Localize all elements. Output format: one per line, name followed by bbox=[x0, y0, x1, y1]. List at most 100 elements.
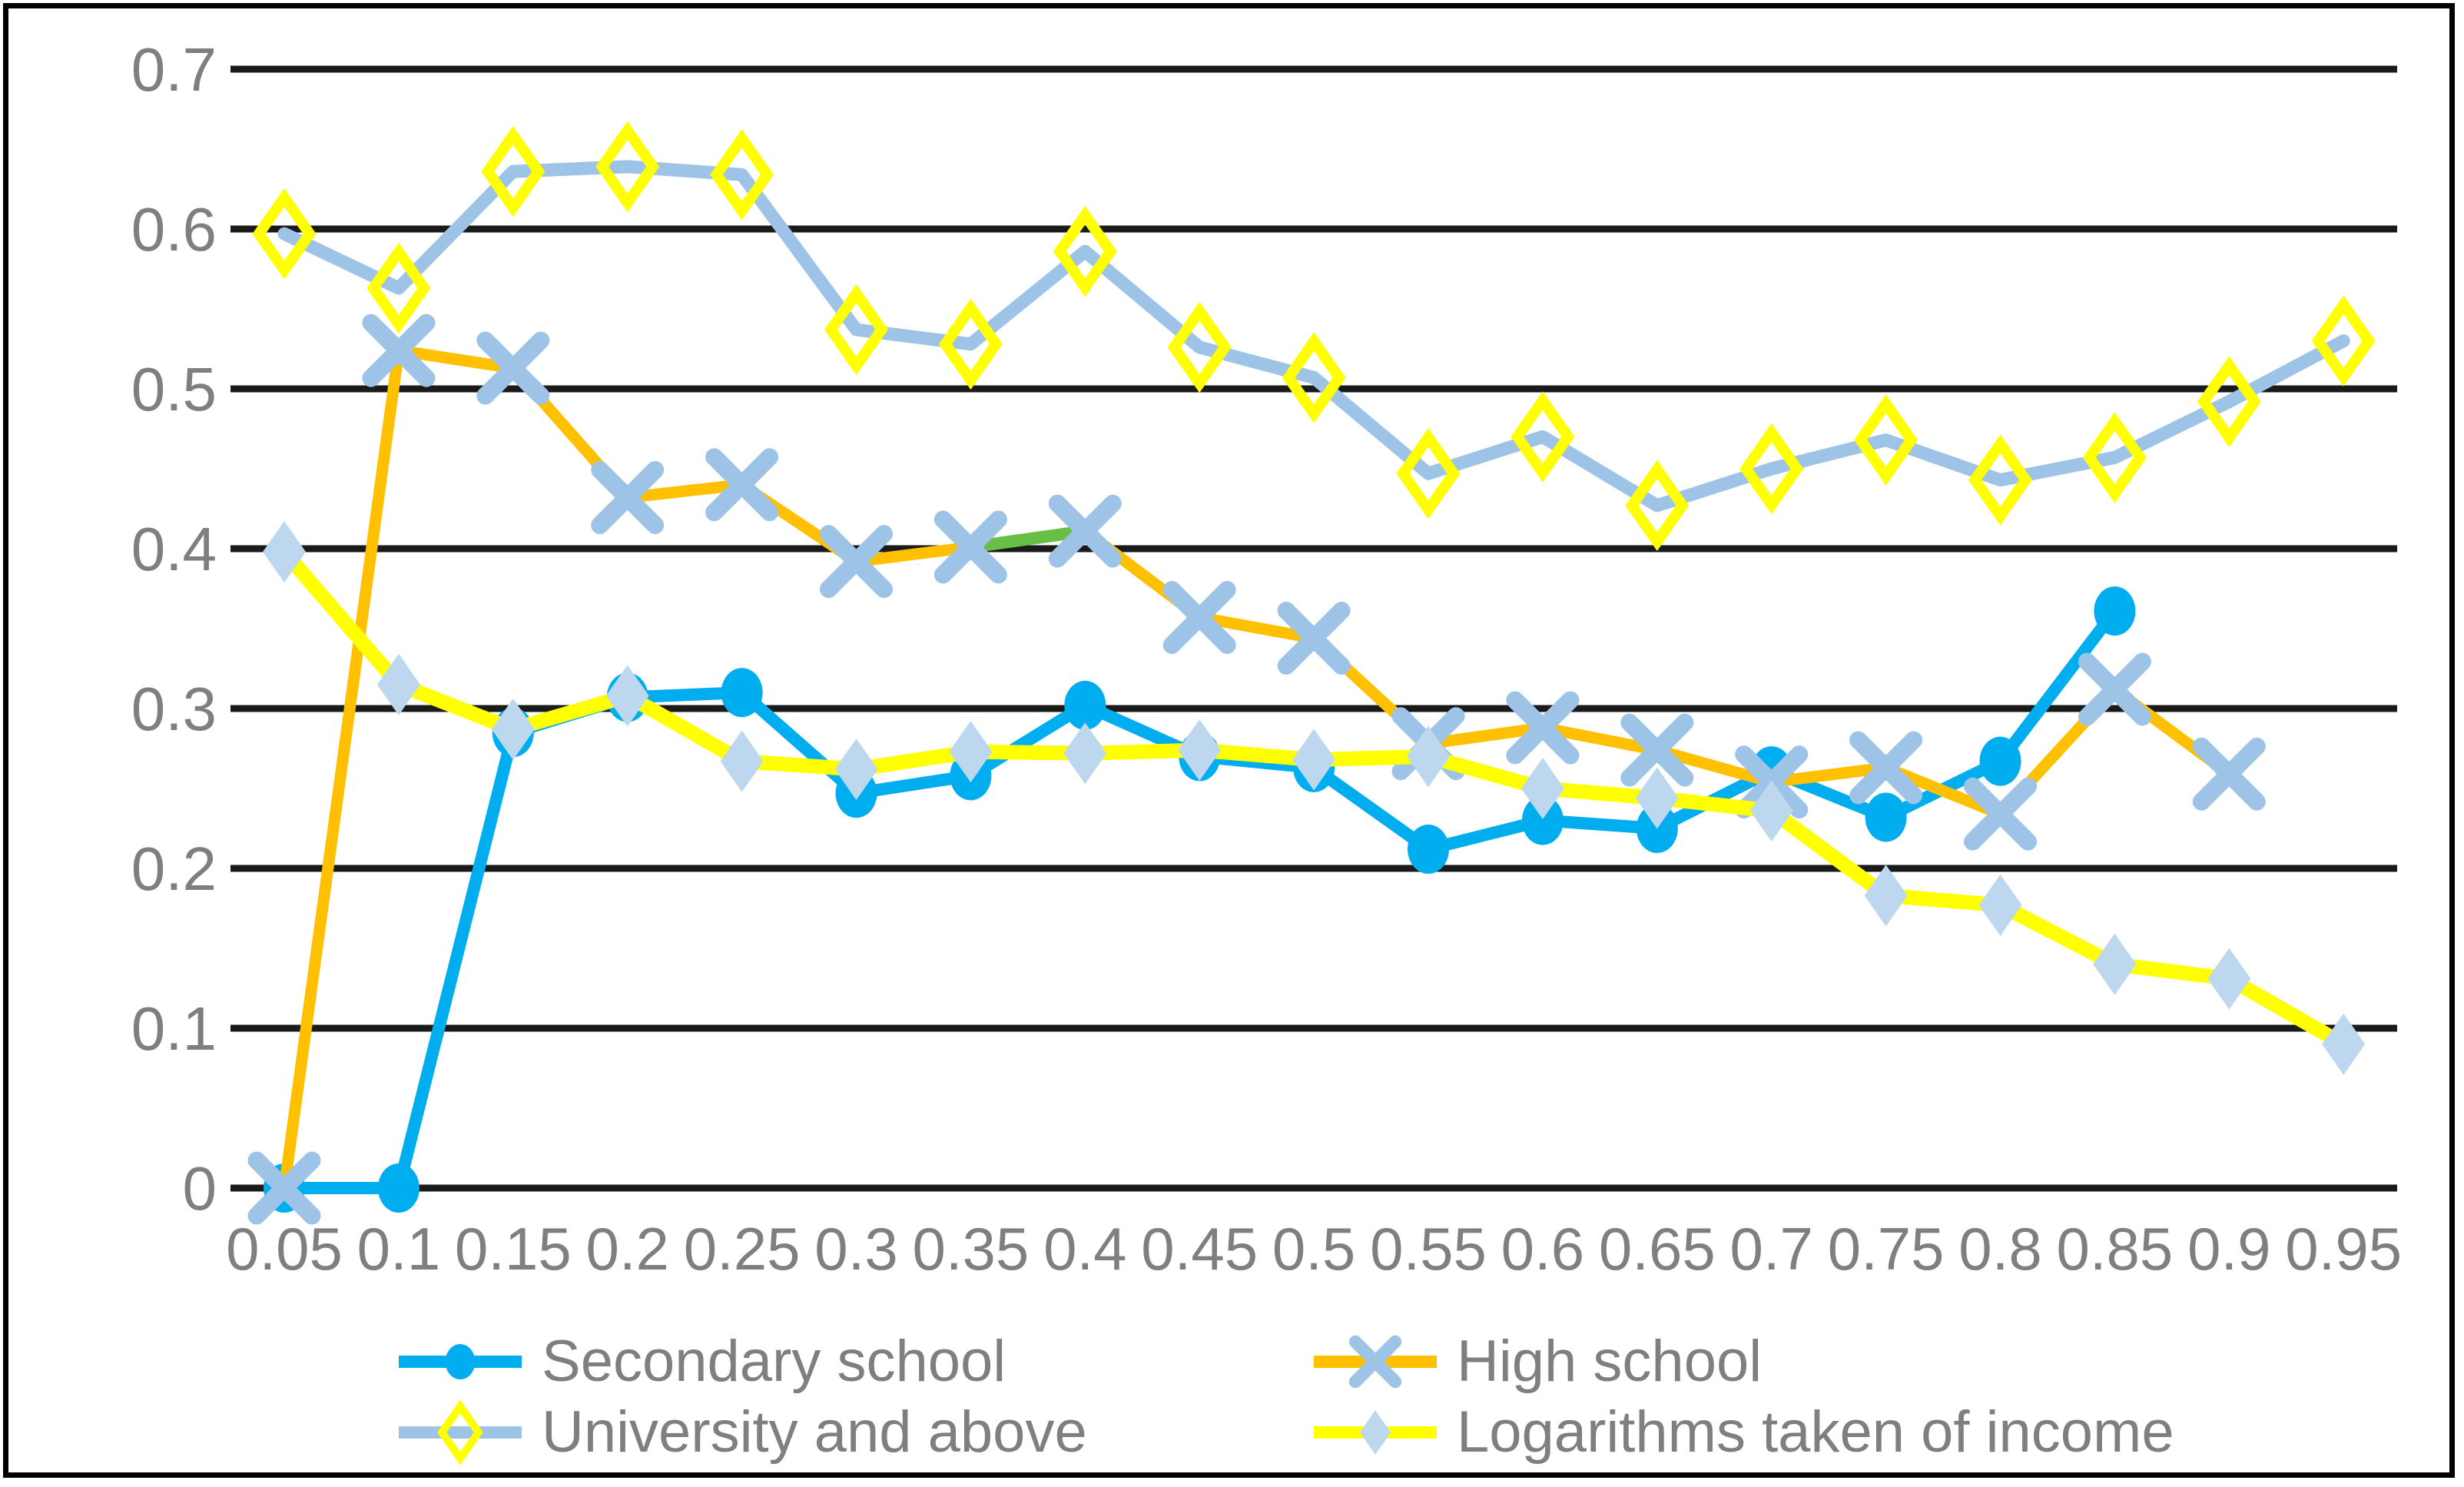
marker-high-school-0.25 bbox=[705, 448, 779, 522]
legend-swatch-marker-high-school bbox=[1348, 1335, 1402, 1389]
marker-university-and-above-0.05 bbox=[252, 188, 317, 280]
marker-high-school-0.35 bbox=[934, 510, 1007, 584]
y-tick-0.7: 0.7 bbox=[131, 35, 217, 104]
marker-high-school-0.85 bbox=[2078, 652, 2151, 726]
marker-logarithms-taken-of-income-0.5 bbox=[1292, 729, 1336, 791]
legend-item-logarithms-taken-of-income: Logarithms taken of income bbox=[1311, 1397, 2174, 1468]
marker-university-and-above-0.6 bbox=[1511, 391, 1575, 483]
x-tick-0.1: 0.1 bbox=[357, 1215, 440, 1283]
marker-high-school-0.4 bbox=[1048, 494, 1122, 568]
legend-label-secondary-school: Secondary school bbox=[542, 1329, 1006, 1394]
marker-secondary-school-0.4 bbox=[1064, 680, 1106, 730]
marker-high-school-0.9 bbox=[2192, 737, 2266, 811]
marker-logarithms-taken-of-income-0.35 bbox=[949, 721, 993, 783]
marker-university-and-above-0.85 bbox=[2082, 412, 2147, 503]
marker-university-and-above-0.8 bbox=[1968, 434, 2033, 526]
marker-secondary-school-0.8 bbox=[1979, 736, 2021, 786]
legend-marker-glyph-logarithms-taken-of-income bbox=[1359, 1410, 1391, 1455]
y-tick-0.3: 0.3 bbox=[131, 675, 217, 743]
y-tick-0.2: 0.2 bbox=[131, 835, 217, 903]
marker-logarithms-taken-of-income-0.95 bbox=[2322, 1013, 2366, 1075]
marker-university-and-above-0.1 bbox=[366, 242, 431, 334]
marker-university-and-above-0.15 bbox=[481, 125, 546, 217]
green-highlight-segment bbox=[964, 525, 1092, 553]
legend-swatch-marker-university-and-above bbox=[437, 1399, 483, 1465]
marker-secondary-school-0.25 bbox=[721, 668, 763, 718]
y-tick-0.5: 0.5 bbox=[131, 355, 217, 423]
x-tick-0.9: 0.9 bbox=[2187, 1215, 2270, 1283]
marker-university-and-above-0.95 bbox=[2311, 295, 2376, 387]
marker-secondary-school-0.85 bbox=[2094, 586, 2136, 636]
y-tick-0.4: 0.4 bbox=[131, 515, 217, 583]
marker-logarithms-taken-of-income-0.55 bbox=[1407, 725, 1450, 788]
marker-logarithms-taken-of-income-0.3 bbox=[834, 739, 878, 801]
marker-high-school-0.75 bbox=[1849, 731, 1923, 805]
marker-secondary-school-0.75 bbox=[1865, 792, 1907, 842]
x-tick-0.75: 0.75 bbox=[1828, 1215, 1945, 1283]
marker-logarithms-taken-of-income-0.4 bbox=[1063, 722, 1107, 785]
marker-high-school-0.45 bbox=[1162, 580, 1236, 654]
legend-marker-glyph-university-and-above bbox=[437, 1399, 483, 1465]
marker-logarithms-taken-of-income-0.9 bbox=[2207, 948, 2251, 1010]
x-tick-0.8: 0.8 bbox=[1958, 1215, 2041, 1283]
marker-high-school-0.05 bbox=[247, 1151, 321, 1225]
y-tick-0.1: 0.1 bbox=[131, 994, 217, 1063]
legend-swatch-svg-logarithms-taken-of-income bbox=[1314, 1410, 1437, 1455]
x-tick-0.7: 0.7 bbox=[1729, 1215, 1812, 1283]
x-tick-0.3: 0.3 bbox=[814, 1215, 897, 1283]
marker-logarithms-taken-of-income-0.65 bbox=[1635, 767, 1679, 829]
x-tick-0.2: 0.2 bbox=[585, 1215, 668, 1283]
marker-logarithms-taken-of-income-0.05 bbox=[263, 521, 306, 583]
marker-university-and-above-0.4 bbox=[1053, 205, 1117, 297]
legend-label-logarithms-taken-of-income: Logarithms taken of income bbox=[1457, 1399, 2174, 1465]
legend-marker-glyph-secondary-school bbox=[445, 1343, 476, 1380]
legend-swatch-marker-logarithms-taken-of-income bbox=[1359, 1410, 1391, 1455]
legend-item-university-and-above: University and above bbox=[396, 1397, 1087, 1468]
y-axis-tick-labels: 0 0.1 0.2 0.3 0.4 0.5 0.6 0.7 bbox=[131, 35, 217, 1223]
legend-marker-university-and-above bbox=[396, 1397, 525, 1468]
x-tick-0.85: 0.85 bbox=[2056, 1215, 2173, 1283]
legend-marker-high-school bbox=[1311, 1326, 1440, 1397]
marker-university-and-above-0.5 bbox=[1282, 332, 1346, 423]
chart-border bbox=[3, 3, 2455, 1478]
marker-logarithms-taken-of-income-0.8 bbox=[1978, 874, 2022, 936]
x-tick-0.4: 0.4 bbox=[1043, 1215, 1126, 1283]
marker-logarithms-taken-of-income-0.7 bbox=[1749, 780, 1793, 842]
marker-high-school-0.1 bbox=[362, 314, 436, 387]
marker-logarithms-taken-of-income-0.1 bbox=[376, 653, 420, 715]
legend-label-university-and-above: University and above bbox=[542, 1399, 1087, 1465]
marker-university-and-above-0.9 bbox=[2197, 356, 2261, 447]
series-markers-logarithms-taken-of-income bbox=[263, 521, 2366, 1075]
legend-marker-glyph-high-school bbox=[1348, 1335, 1402, 1389]
marker-university-and-above-0.55 bbox=[1396, 428, 1461, 519]
marker-secondary-school-0.1 bbox=[377, 1163, 420, 1213]
marker-secondary-school-0.55 bbox=[1408, 825, 1449, 875]
marker-university-and-above-0.3 bbox=[824, 284, 889, 376]
legend-swatch-svg-university-and-above bbox=[399, 1399, 522, 1465]
legend-swatch-svg-secondary-school bbox=[399, 1343, 522, 1380]
x-tick-0.5: 0.5 bbox=[1272, 1215, 1355, 1283]
marker-secondary-school-0.6 bbox=[1521, 795, 1564, 845]
marker-university-and-above-0.65 bbox=[1625, 460, 1690, 552]
marker-high-school-0.8 bbox=[1964, 777, 2037, 851]
marker-logarithms-taken-of-income-0.85 bbox=[2093, 933, 2137, 995]
x-tick-0.25: 0.25 bbox=[684, 1215, 801, 1283]
y-tick-0: 0 bbox=[183, 1154, 217, 1223]
x-tick-0.45: 0.45 bbox=[1141, 1215, 1258, 1283]
legend-item-high-school: High school bbox=[1311, 1326, 1762, 1397]
marker-logarithms-taken-of-income-0.45 bbox=[1178, 719, 1222, 782]
x-tick-0.05: 0.05 bbox=[226, 1215, 343, 1283]
legend-label-high-school: High school bbox=[1457, 1329, 1763, 1394]
legend-item-secondary-school: Secondary school bbox=[396, 1326, 1006, 1397]
x-axis-tick-labels: 0.05 0.1 0.15 0.2 0.25 0.3 0.35 0.4 0.45 0.5 0.55 0… bbox=[226, 1215, 2402, 1283]
marker-university-and-above-0.75 bbox=[1854, 394, 1918, 486]
marker-high-school-0.6 bbox=[1506, 691, 1580, 765]
x-tick-0.65: 0.65 bbox=[1599, 1215, 1716, 1283]
x-tick-0.55: 0.55 bbox=[1370, 1215, 1487, 1283]
legend-swatch-svg-high-school bbox=[1314, 1335, 1437, 1389]
series-path-university-and-above bbox=[277, 160, 2350, 513]
marker-high-school-0.5 bbox=[1277, 601, 1351, 675]
legend-swatch-marker-secondary-school bbox=[445, 1343, 476, 1380]
